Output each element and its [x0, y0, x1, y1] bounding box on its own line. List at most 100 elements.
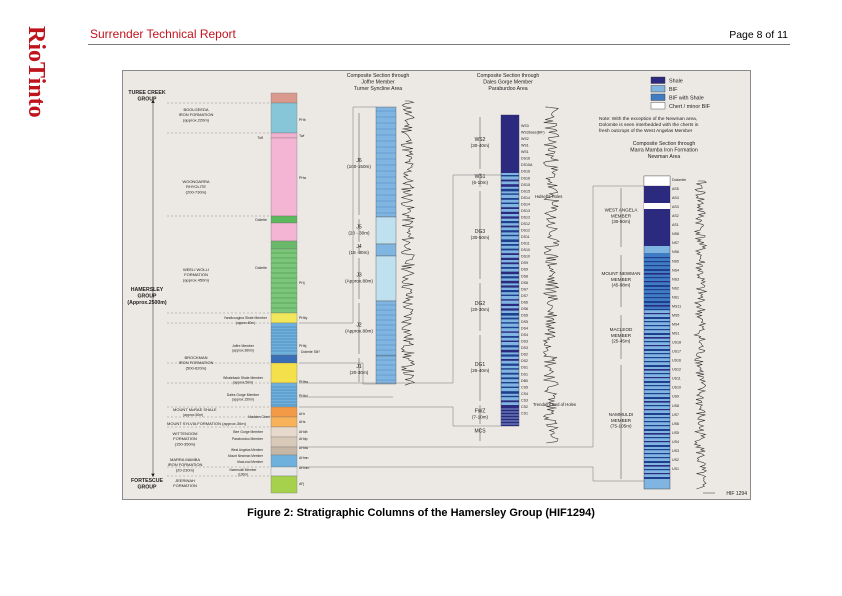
riotinto-logo: RioTinto — [23, 26, 49, 118]
marra-bed-label: US10 — [672, 386, 681, 390]
joffre-section-title: Composite Section through — [347, 73, 410, 79]
formation-jeerinah: JEERINAH — [175, 478, 195, 483]
figure-code: HIF 1294 — [726, 491, 747, 497]
joffre-unit-thk: (Approx.80m) — [345, 329, 373, 334]
column-layer — [270, 446, 298, 456]
dales-unit-name: WS1 — [475, 174, 486, 180]
marra-section-title: Marra Mamba Iron Formation — [630, 147, 698, 153]
unit-code: AHdw — [299, 446, 309, 450]
column-layer — [270, 137, 298, 217]
dales-shale-band — [501, 349, 519, 353]
legend-swatch — [650, 76, 666, 84]
legend-note: Dolomite is seen interbedded with the ch… — [599, 122, 699, 128]
stratigraphic-diagram: ▲▼ TUREE CREEKGROUPHAMERSLEYGROUP(Approx… — [127, 73, 747, 497]
marra-shale-band — [644, 437, 670, 439]
dales-shale-band — [501, 322, 519, 324]
header-divider — [88, 44, 790, 45]
member-joffre: (approx.360m) — [232, 349, 254, 353]
dales-bed-label: DS2 — [521, 353, 528, 357]
dales-bed-label: DS12 — [521, 222, 530, 226]
legend-note: Note: With the exception of the Newman a… — [599, 116, 697, 122]
dales-shale-band — [501, 308, 519, 311]
dales-bed-label: DS5 — [521, 313, 528, 317]
marra-shale-band — [644, 429, 670, 431]
dales-shale-band — [501, 193, 519, 195]
dales-bed-label: DS4 — [521, 333, 528, 337]
dales-shale-base — [501, 407, 519, 426]
column-layer — [270, 312, 298, 324]
marra-shale-band — [644, 441, 670, 443]
marra-shale-band — [644, 453, 670, 455]
unit-code: AHr — [299, 412, 306, 416]
unit-code: PHby — [299, 316, 308, 320]
marra-unit-name: (30-50m) — [612, 219, 631, 224]
joffre-section-title: Joffre Member — [361, 79, 395, 85]
dales-bed-label: WS3 — [521, 124, 529, 128]
marra-bed-label: US6 — [672, 422, 679, 426]
dales-unit-name: FWZ — [475, 409, 486, 415]
main-stratigraphic-column: ▲▼ — [150, 92, 298, 494]
legend-label: BIF with Shale — [669, 96, 704, 102]
group-label-hamersley: (Approx.2500m) — [127, 300, 166, 306]
dales-bed-label: DS1 — [521, 366, 528, 370]
marra-bed-label: NS2 — [672, 286, 679, 290]
marra-unit-name: MEMBER — [611, 213, 632, 218]
marra-unit-name: MACLEOD — [610, 327, 633, 332]
dales-bed-label: DS4 — [521, 327, 528, 331]
dales-shale-band — [501, 395, 519, 398]
unit-code: AHdb — [299, 430, 308, 434]
marra-shale-band — [644, 449, 670, 451]
unit-code: AHs — [299, 420, 306, 424]
dales-shale-band — [501, 299, 519, 301]
joffre-gamma-log — [400, 100, 416, 386]
dales-unit-thk: (25-40m) — [471, 368, 490, 373]
dales-note-holes: Hulsell's Holes — [535, 194, 562, 199]
marra-shale-band — [644, 305, 670, 307]
marra-bed-label: AS1 — [672, 223, 679, 227]
dales-unit-name: DG1 — [475, 362, 486, 368]
marra-shale-band — [644, 461, 670, 463]
unit-code: AHmn — [299, 456, 309, 460]
marra-bed-label: MS11 — [672, 304, 681, 308]
joffre-unit-name: J3 — [356, 273, 362, 279]
marra-shale-band — [644, 409, 670, 411]
marra-bed-label: US3 — [672, 449, 679, 453]
dales-shale-band — [501, 359, 519, 361]
group-label-hamersley: HAMERSLEY — [131, 287, 164, 293]
marra-gamma-log — [693, 180, 708, 490]
column-layer — [270, 416, 298, 428]
dales-bed-label: DS3 — [521, 346, 528, 350]
column-layer — [270, 436, 298, 448]
column-layer — [270, 215, 298, 224]
dales-shale-band — [501, 340, 519, 342]
marra-bed-label: AS2 — [672, 214, 679, 218]
marra-bed-label: NS6 — [672, 250, 679, 254]
marra-bed-label: NS5 — [672, 259, 679, 263]
dales-bed-label: DS15 — [521, 183, 530, 187]
dales-bed-label: DS16 — [521, 176, 530, 180]
dales-unit-thk: (20-30m) — [471, 307, 490, 312]
marra-shale-band — [644, 257, 670, 259]
dales-shale-band — [501, 372, 519, 375]
column-layer — [270, 92, 298, 104]
dales-unit-thk: (7-10m) — [472, 415, 489, 420]
column-layer — [270, 382, 298, 408]
column-layer — [270, 406, 298, 418]
unit-code: AHdp — [299, 437, 308, 441]
marra-unit-name: WEST ANGELA — [605, 208, 639, 213]
marra-bed-label: MS4 — [672, 322, 679, 326]
marra-shale-band — [644, 301, 670, 303]
joffre-unit-j4 — [375, 243, 397, 257]
marra-bed-label: US7 — [672, 413, 679, 417]
dales-bed-label: DS13 — [521, 209, 530, 213]
marra-shale-band — [644, 473, 670, 475]
unit-code: PHw — [299, 176, 307, 180]
formation-weeli-wolli: FORMATION — [184, 272, 208, 277]
dales-bed-label: DS6 — [521, 300, 528, 304]
figure-caption: Figure 2: Stratigraphic Columns of the H… — [247, 507, 595, 519]
dales-bed-label: DS11 — [521, 242, 530, 246]
dales-shale-band — [501, 354, 519, 357]
member-dolerite: Dolerite — [255, 218, 267, 222]
